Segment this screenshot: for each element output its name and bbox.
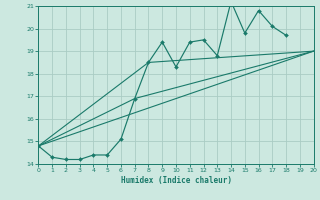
X-axis label: Humidex (Indice chaleur): Humidex (Indice chaleur) xyxy=(121,176,231,185)
